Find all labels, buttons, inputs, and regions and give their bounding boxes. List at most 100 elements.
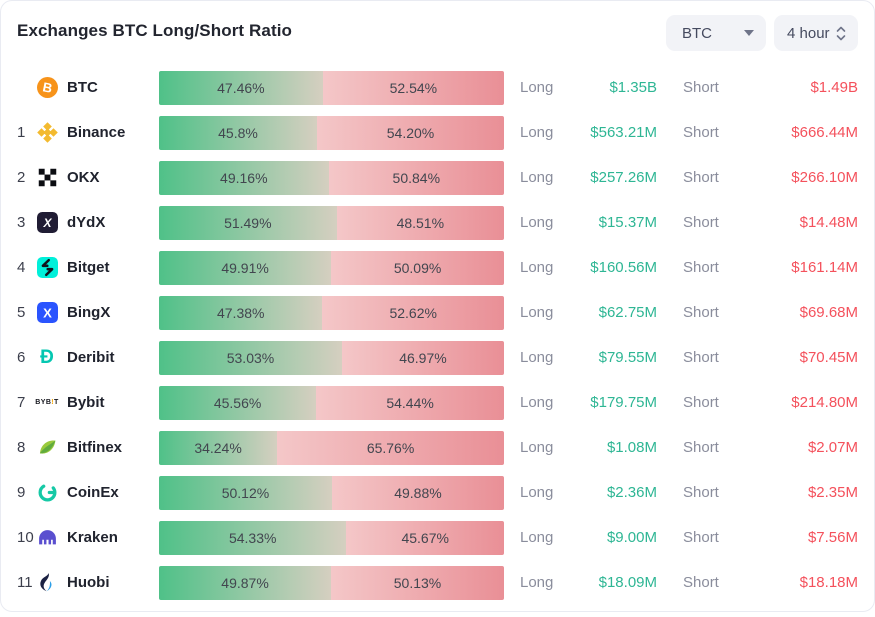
svg-text:B: B [41,79,53,96]
long-label: Long [520,259,554,276]
short-value: $18.18M [799,574,858,591]
exchange-list: B BTC 47.46% 52.54% Long $1.35B Short $1… [1,57,874,605]
rank: 6 [17,349,26,366]
short-label: Short [683,259,719,276]
short-value: $2.07M [807,439,858,456]
long-bar-segment: 51.49% [159,205,337,240]
short-bar-segment: 45.67% [346,520,504,555]
long-label: Long [520,79,554,96]
rank: 9 [17,484,26,501]
short-value: $2.35M [807,484,858,501]
exchange-cell: 6 Đ Deribit [17,347,159,369]
exchange-name: Deribit [67,349,115,366]
short-label: Short [683,394,719,411]
exchange-name: Bitget [67,259,110,276]
short-percent: 48.51% [396,214,445,231]
long-value: $257.26M [590,169,657,186]
short-percent: 52.54% [389,79,438,96]
bybit-icon: BYB!T [35,399,59,406]
long-short-ratio-bar: 34.24% 65.76% [159,430,504,465]
long-label: Long [520,349,554,366]
exchange-cell: 10 Kraken [17,527,159,549]
exchange-name: OKX [67,169,100,186]
short-label: Short [683,214,719,231]
symbol-select[interactable]: BTC [666,15,766,51]
long-bar-segment: 34.24% [159,430,278,465]
long-short-ratio-bar: 47.46% 52.54% [159,70,504,105]
coinex-icon [36,482,58,504]
table-row: 2 OKX 49.16% 50.84% Long $257.26M Short … [17,155,858,200]
short-bar-segment: 49.88% [331,475,504,510]
exchange-cell: B BTC [17,77,159,99]
long-value: $1.35B [609,79,657,96]
interval-select[interactable]: 4 hour [774,15,858,51]
short-value: $70.45M [799,349,858,366]
short-label: Short [683,169,719,186]
okx-icon [36,167,58,189]
table-row: 3 X dYdX 51.49% 48.51% Long $15.37M Shor… [17,200,858,245]
short-percent: 50.09% [393,259,442,276]
long-value: $2.36M [606,484,657,501]
long-short-ratio-bar: 47.38% 52.62% [159,295,504,330]
long-value: $62.75M [598,304,657,321]
long-short-ratio-bar: 45.8% 54.20% [159,115,504,150]
short-bar-segment: 54.44% [316,385,504,420]
long-short-ratio-bar: 49.16% 50.84% [159,160,504,195]
table-row: 11 Huobi 49.87% 50.13% Long $18.09M Shor… [17,560,858,605]
exchange-name: BingX [67,304,111,321]
rank: 4 [17,259,26,276]
long-label: Long [520,439,554,456]
long-percent: 45.8% [218,124,258,141]
long-percent: 54.33% [228,529,277,546]
short-bar-segment: 52.62% [322,295,504,330]
long-percent: 45.56% [213,394,262,411]
table-row: 8 Bitfinex 34.24% 65.76% Long $1.08M Sho… [17,425,858,470]
exchange-cell: 8 Bitfinex [17,437,159,459]
long-value: $179.75M [590,394,657,411]
exchange-name: Bitfinex [67,439,123,456]
long-label: Long [520,169,554,186]
short-bar-segment: 50.84% [328,160,504,195]
table-row: 4 Bitget 49.91% 50.09% Long $160.56M Sho… [17,245,858,290]
long-bar-segment: 47.38% [159,295,323,330]
long-percent: 51.49% [224,214,272,231]
short-percent: 50.13% [393,574,442,591]
rank: 7 [17,394,26,411]
short-label: Short [683,304,719,321]
short-value: $214.80M [791,394,858,411]
short-label: Short [683,439,719,456]
symbol-select-value: BTC [682,24,712,42]
table-row: 6 Đ Deribit 53.03% 46.97% Long $79.55M S… [17,335,858,380]
table-row: 9 CoinEx 50.12% 49.88% Long $2.36M Short… [17,470,858,515]
exchange-name: BTC [67,79,98,96]
long-bar-segment: 53.03% [159,340,342,375]
interval-select-value: 4 hour [787,24,830,42]
caret-down-icon [744,30,754,36]
long-percent: 34.24% [194,439,242,456]
exchange-name: dYdX [67,214,106,231]
long-percent: 50.12% [221,484,270,501]
table-row: 5 X BingX 47.38% 52.62% Long $62.75M Sho… [17,290,858,335]
bitget-icon [36,257,58,279]
page-title: Exchanges BTC Long/Short Ratio [17,21,293,40]
exchange-cell: 4 Bitget [17,257,159,279]
short-bar-segment: 65.76% [277,430,504,465]
long-short-ratio-bar: 54.33% 45.67% [159,520,504,555]
dydx-icon: X [36,212,58,234]
short-bar-segment: 46.97% [341,340,504,375]
long-short-ratio-bar: 49.91% 50.09% [159,250,504,285]
rank: 10 [17,529,34,546]
long-percent: 47.46% [217,79,265,96]
short-value: $666.44M [791,124,858,141]
exchange-cell: 2 OKX [17,167,159,189]
short-percent: 50.84% [392,169,441,186]
short-value: $14.48M [799,214,858,231]
long-short-ratio-bar: 53.03% 46.97% [159,340,504,375]
exchange-name: Binance [67,124,126,141]
btc-icon: B [36,77,58,99]
exchange-name: Kraken [67,529,118,546]
long-value: $160.56M [590,259,657,276]
long-label: Long [520,214,554,231]
long-percent: 49.91% [221,259,269,276]
long-label: Long [520,529,554,546]
